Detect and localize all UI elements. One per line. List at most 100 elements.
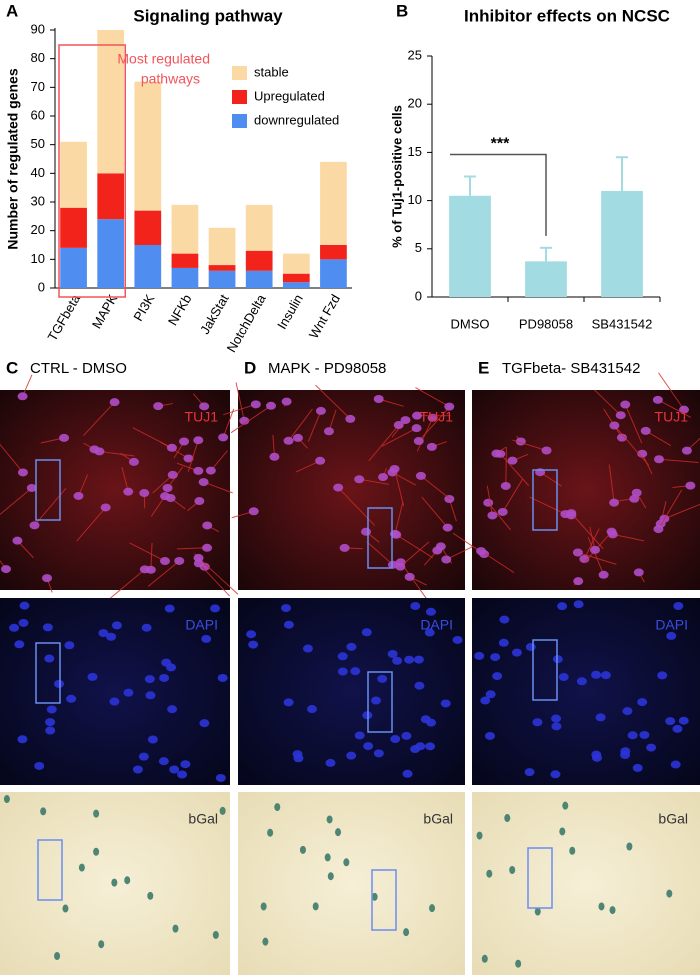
cell <box>395 563 405 571</box>
bar-segment <box>172 254 199 268</box>
cell <box>526 643 536 651</box>
bar-segment <box>320 162 347 245</box>
cell <box>499 639 509 647</box>
legend-swatch <box>232 90 247 104</box>
cell <box>394 421 404 429</box>
cell <box>485 732 495 740</box>
cell <box>569 847 575 855</box>
cell <box>685 482 695 490</box>
cell <box>637 698 647 706</box>
cell <box>140 565 150 573</box>
cell <box>374 749 384 757</box>
cell <box>159 757 169 765</box>
cell <box>626 842 632 850</box>
cell <box>362 628 372 636</box>
cell <box>620 401 630 409</box>
annotation: Most regulated <box>117 51 210 67</box>
cell <box>551 722 561 730</box>
cell <box>532 718 542 726</box>
cell <box>194 497 204 505</box>
bar <box>601 191 643 297</box>
cell <box>284 437 294 445</box>
cell <box>340 544 350 552</box>
cell <box>246 630 256 638</box>
panel-title: CTRL - DMSO <box>30 360 127 377</box>
cell <box>139 489 149 497</box>
cell <box>559 673 569 681</box>
panel-label: E <box>478 358 489 377</box>
cell <box>476 547 486 555</box>
cell <box>346 752 356 760</box>
cell <box>682 447 692 455</box>
legend-swatch <box>232 66 247 80</box>
cell <box>453 636 463 644</box>
stain-label: bGal <box>188 811 218 827</box>
cell <box>416 472 426 480</box>
bar <box>525 261 567 297</box>
cell <box>261 902 267 910</box>
cell <box>40 807 46 815</box>
cell <box>657 671 667 679</box>
cell <box>363 742 373 750</box>
cell <box>98 629 108 637</box>
cell <box>267 829 273 837</box>
y-tick-label: 15 <box>408 144 422 159</box>
cell <box>133 766 143 774</box>
cell <box>193 436 203 444</box>
cell <box>499 616 509 624</box>
cell <box>9 624 19 632</box>
cell <box>282 398 292 406</box>
bar-segment <box>209 271 236 288</box>
cell <box>201 635 211 643</box>
cell <box>490 653 500 661</box>
x-tick-label: PD98058 <box>519 316 573 331</box>
cell <box>374 395 384 403</box>
bar-segment <box>97 219 124 288</box>
cell <box>325 853 331 861</box>
cell <box>101 503 111 511</box>
cell <box>89 445 99 453</box>
stain-label: TUJ1 <box>185 409 219 425</box>
cell <box>412 424 422 432</box>
cell <box>666 632 676 640</box>
cell <box>477 832 483 840</box>
cell <box>599 902 605 910</box>
bar-segment <box>283 282 310 288</box>
cell <box>487 511 497 519</box>
cell <box>293 754 303 762</box>
cell <box>210 604 220 612</box>
cell <box>596 713 606 721</box>
cell <box>639 731 649 739</box>
cell <box>216 774 226 782</box>
cell <box>355 731 365 739</box>
cell <box>542 447 552 455</box>
cell <box>17 735 27 743</box>
cell <box>45 718 55 726</box>
cell <box>169 766 179 774</box>
cell <box>93 848 99 856</box>
cell <box>62 905 68 913</box>
cell <box>410 602 420 610</box>
cell <box>632 489 642 497</box>
cell <box>432 547 442 555</box>
bar-segment <box>60 142 87 208</box>
cell <box>427 443 437 451</box>
cell <box>19 602 29 610</box>
x-tick-label: Wnt Fzd <box>306 292 343 341</box>
panel-label: A <box>6 1 18 20</box>
cell <box>486 870 492 878</box>
cell <box>327 815 333 823</box>
cell <box>18 619 28 627</box>
cell <box>64 641 74 649</box>
cell <box>443 524 453 532</box>
cell <box>559 827 565 835</box>
cell <box>167 444 177 452</box>
cell <box>93 810 99 818</box>
cell <box>148 736 158 744</box>
cell <box>491 450 501 458</box>
cell <box>504 814 510 822</box>
cell <box>551 715 561 723</box>
cell <box>44 655 54 663</box>
cell <box>403 770 413 778</box>
bar-segment <box>134 211 161 245</box>
